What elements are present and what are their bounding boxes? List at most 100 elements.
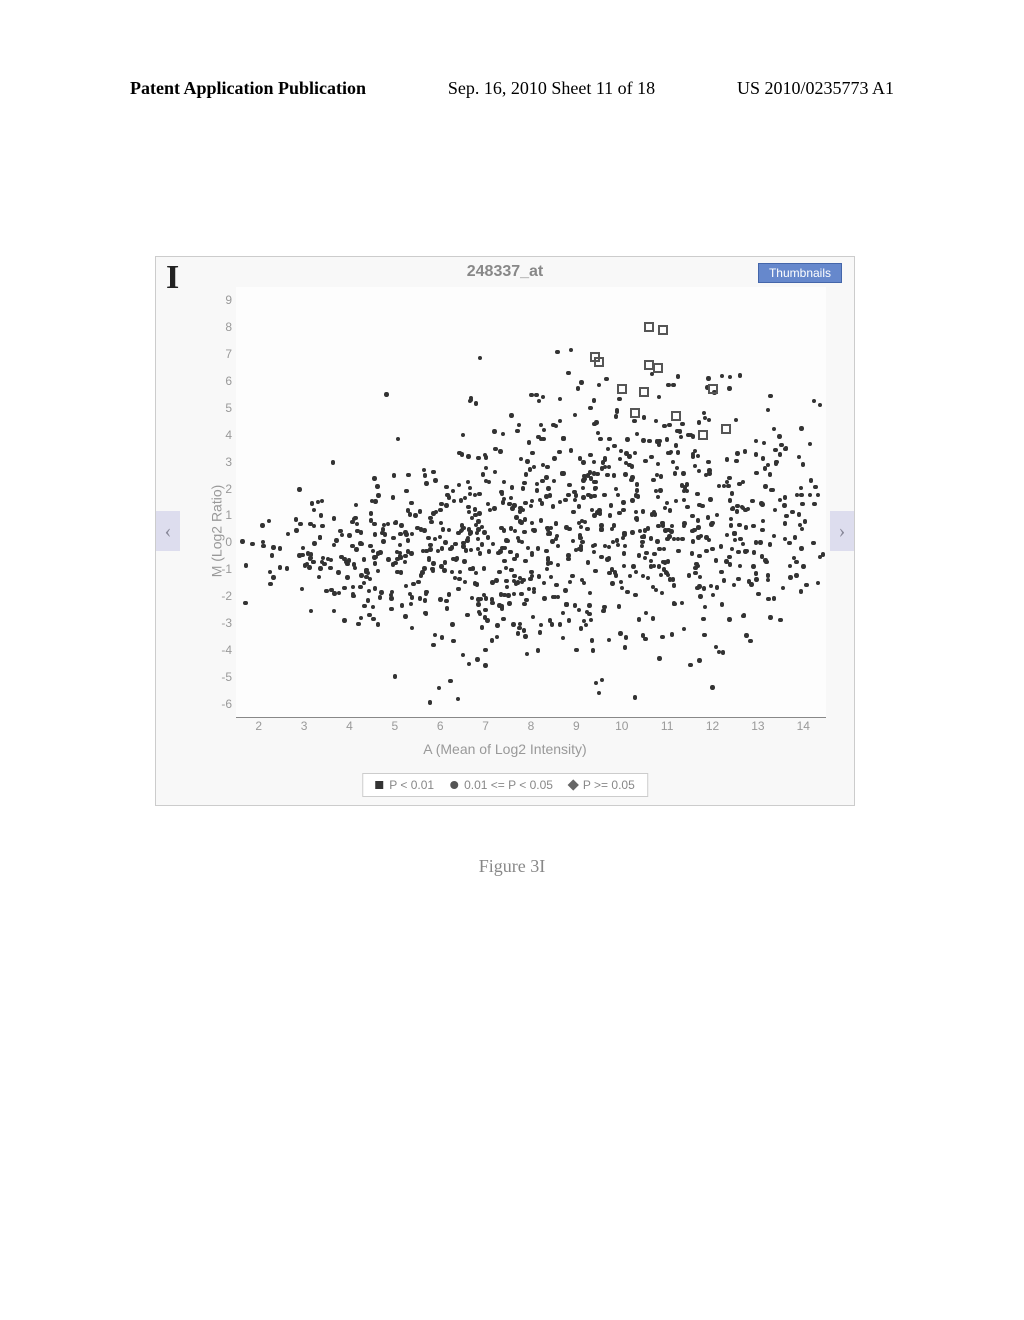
- scatter-point: [480, 625, 484, 629]
- scatter-point: [556, 544, 560, 548]
- scatter-point: [431, 561, 435, 565]
- scatter-point: [270, 553, 274, 557]
- scatter-point: [730, 547, 734, 551]
- scatter-point: [487, 549, 491, 553]
- scatter-point: [480, 542, 484, 546]
- scatter-point: [297, 487, 301, 491]
- scatter-point: [627, 454, 631, 458]
- scatter-point: [649, 559, 653, 563]
- scatter-point: [657, 547, 661, 551]
- scatter-point: [680, 422, 684, 426]
- scatter-point: [774, 461, 778, 465]
- scatter-point: [662, 547, 666, 551]
- scatter-point: [558, 500, 562, 504]
- scatter-point: [608, 513, 612, 517]
- scatter-point: [530, 521, 534, 525]
- scatter-point: [715, 513, 719, 517]
- scatter-point: [770, 488, 774, 492]
- scatter-point: [637, 617, 641, 621]
- scatter-point: [595, 472, 599, 476]
- scatter-point: [499, 490, 503, 494]
- scatter-point: [539, 623, 543, 627]
- scatter-point: [535, 482, 539, 486]
- scatter-point: [592, 460, 596, 464]
- scatter-point: [657, 442, 661, 446]
- scatter-point: [582, 581, 586, 585]
- scatter-point: [332, 543, 336, 547]
- highlighted-point: [721, 424, 731, 434]
- scatter-point: [693, 464, 697, 468]
- scatter-point: [706, 376, 710, 380]
- scatter-point: [707, 538, 711, 542]
- scatter-point: [801, 564, 805, 568]
- scatter-point: [707, 468, 711, 472]
- scatter-point: [674, 443, 678, 447]
- scatter-point: [386, 522, 390, 526]
- scatter-point: [486, 502, 490, 506]
- scatter-point: [381, 539, 385, 543]
- scatter-point: [378, 550, 382, 554]
- scatter-point: [574, 648, 578, 652]
- scatter-point: [589, 618, 593, 622]
- scatter-point: [431, 470, 435, 474]
- scatter-point: [439, 521, 443, 525]
- scatter-point: [545, 567, 549, 571]
- scatter-point: [593, 486, 597, 490]
- scatter-point: [766, 573, 770, 577]
- thumbnails-button[interactable]: Thumbnails: [758, 263, 842, 283]
- legend-item: P >= 0.05: [569, 778, 635, 792]
- scatter-point: [579, 525, 583, 529]
- scatter-point: [438, 535, 442, 539]
- scatter-point: [812, 399, 816, 403]
- scatter-point: [719, 544, 723, 548]
- scatter-point: [351, 585, 355, 589]
- scatter-point: [463, 580, 467, 584]
- scatter-point: [563, 588, 567, 592]
- scatter-point: [590, 508, 594, 512]
- scatter-point: [602, 605, 606, 609]
- scatter-point: [766, 597, 770, 601]
- scatter-point: [552, 456, 556, 460]
- scatter-point: [809, 478, 813, 482]
- scatter-point: [572, 490, 576, 494]
- scatter-point: [310, 501, 314, 505]
- scatter-point: [311, 560, 315, 564]
- scatter-point: [466, 505, 470, 509]
- scatter-point: [522, 602, 526, 606]
- scatter-point: [758, 540, 762, 544]
- scatter-point: [554, 537, 558, 541]
- scatter-point: [542, 428, 546, 432]
- chevron-right-icon[interactable]: ›: [830, 511, 854, 551]
- scatter-point: [321, 556, 325, 560]
- scatter-point: [444, 599, 448, 603]
- scatter-point: [431, 511, 435, 515]
- scatter-point: [536, 546, 540, 550]
- scatter-point: [433, 537, 437, 541]
- scatter-point: [294, 528, 298, 532]
- scatter-point: [607, 545, 611, 549]
- scatter-point: [720, 374, 724, 378]
- scatter-point: [701, 617, 705, 621]
- x-tick: 13: [748, 719, 768, 733]
- scatter-point: [787, 541, 791, 545]
- scatter-point: [506, 539, 510, 543]
- scatter-point: [600, 527, 604, 531]
- scatter-point: [409, 602, 413, 606]
- scatter-point: [519, 592, 523, 596]
- scatter-point: [250, 542, 254, 546]
- scatter-point: [644, 551, 648, 555]
- chevron-left-icon[interactable]: ‹: [156, 511, 180, 551]
- scatter-point: [422, 528, 426, 532]
- scatter-point: [334, 538, 338, 542]
- scatter-point: [413, 513, 417, 517]
- scatter-point: [706, 460, 710, 464]
- scatter-point: [586, 473, 590, 477]
- scatter-point: [309, 609, 313, 613]
- scatter-point: [587, 603, 591, 607]
- scatter-point: [579, 626, 583, 630]
- scatter-point: [653, 512, 657, 516]
- scatter-point: [261, 544, 265, 548]
- highlighted-point: [698, 430, 708, 440]
- scatter-point: [342, 586, 346, 590]
- scatter-point: [488, 508, 492, 512]
